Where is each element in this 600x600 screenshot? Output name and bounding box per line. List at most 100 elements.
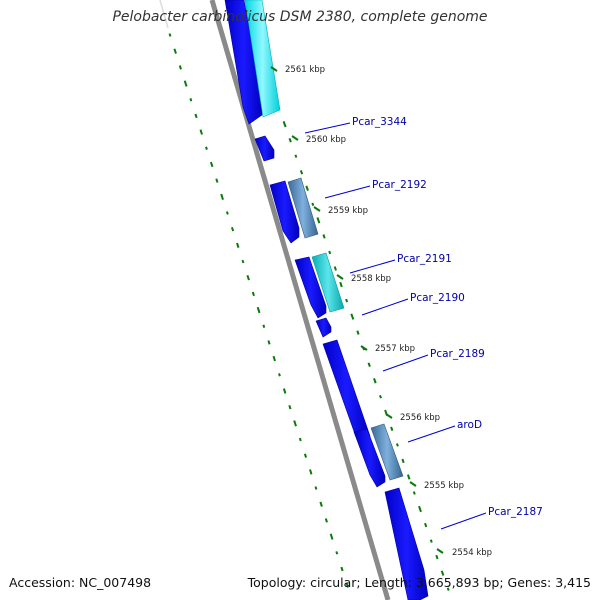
inner-dotted-track (168, 33, 349, 588)
scale-tick-2556: 2556 kbp (385, 413, 440, 423)
track-dash (241, 259, 245, 264)
track-dash (319, 501, 323, 507)
scale-tick-label: 2559 kbp (328, 206, 368, 216)
track-dash (340, 566, 344, 572)
track-dash (395, 443, 399, 447)
gene-forward-pcar2191[interactable] (311, 252, 345, 313)
track-dash (256, 306, 261, 314)
track-dash (267, 340, 271, 345)
scale-tick-label: 2555 kbp (424, 481, 464, 491)
genome-backbone (209, 0, 391, 600)
gene-forward-pcar3344[interactable] (244, 0, 281, 118)
track-dash (282, 120, 287, 128)
track-dash (288, 404, 292, 410)
gene-forward-pcar2192[interactable] (287, 177, 319, 239)
track-dash (205, 146, 208, 150)
track-dash (194, 113, 198, 119)
track-dash (299, 170, 304, 175)
track-dash (373, 378, 377, 384)
track-dash (251, 291, 255, 297)
scale-tick-2561: 2561 kbp (270, 65, 325, 75)
gene-label-text[interactable]: Pcar_2189 (430, 348, 485, 360)
track-dash (298, 437, 302, 442)
map-title: Pelobacter carbinolicus DSM 2380, comple… (112, 9, 488, 25)
track-dash (316, 217, 321, 224)
track-dash (322, 234, 326, 239)
track-dash (246, 274, 250, 281)
gene-label-pcar3344[interactable]: Pcar_3344 (304, 116, 407, 134)
track-dash (367, 362, 371, 367)
track-dash (329, 533, 334, 540)
track-dash (305, 185, 309, 191)
gene-reverse-4[interactable] (294, 256, 327, 319)
gene-reverse-2[interactable] (254, 135, 275, 162)
track-dash (390, 426, 394, 432)
track-dash (440, 570, 445, 576)
track-dash (183, 80, 188, 87)
gene-label-pcar2192[interactable]: Pcar_2192 (324, 179, 427, 199)
scale-tick-label: 2560 kbp (306, 135, 346, 145)
scale-tick-label: 2557 kbp (375, 344, 415, 354)
topology-text: Topology: circular; Length: 3,665,893 bp… (247, 575, 591, 590)
track-dash (189, 98, 193, 102)
track-dash (294, 154, 298, 158)
track-dash (293, 420, 297, 427)
track-dash (173, 48, 177, 54)
gene-label-text[interactable]: Pcar_2187 (488, 506, 543, 518)
track-dash (345, 298, 349, 303)
scale-tick-2555: 2555 kbp (409, 481, 464, 491)
gene-reverse-8[interactable] (384, 487, 429, 600)
track-dash (345, 582, 349, 588)
outer-dotted-track (260, 58, 450, 591)
accession-text: Accession: NC_007498 (9, 575, 152, 590)
scale-tick-label: 2554 kbp (452, 548, 492, 558)
track-dash (446, 587, 450, 591)
gene-label-text[interactable]: Pcar_2191 (397, 253, 452, 265)
track-dash (282, 388, 287, 394)
gene-forward-arod[interactable] (370, 423, 404, 481)
gene-label-text[interactable]: Pcar_3344 (352, 116, 407, 128)
track-dash (429, 539, 433, 543)
gene-label-pcar2187[interactable]: Pcar_2187 (440, 506, 543, 530)
scale-tick-label: 2561 kbp (285, 65, 325, 75)
gene-label-pcar2190[interactable]: Pcar_2190 (361, 292, 465, 316)
track-dash (435, 554, 439, 560)
track-dash (199, 129, 203, 135)
track-dash (209, 161, 214, 168)
track-dash (168, 33, 172, 37)
track-dash (418, 505, 422, 513)
track-dash (303, 453, 308, 458)
track-dash (335, 551, 339, 555)
track-dash (215, 178, 219, 183)
scale-tick-2557: 2557 kbp (360, 344, 415, 354)
gene-label-arod[interactable]: aroD (407, 419, 482, 443)
scale-tick-label: 2558 kbp (351, 274, 391, 284)
track-dash (309, 469, 313, 475)
track-dash (356, 330, 360, 335)
gene-label-text[interactable]: aroD (457, 419, 482, 431)
scale-tick-2560: 2560 kbp (291, 135, 346, 145)
gene-reverse-3[interactable] (269, 180, 300, 244)
track-dash (328, 250, 332, 255)
gene-reverse-7[interactable] (353, 428, 386, 488)
gene-reverse-5[interactable] (315, 317, 332, 338)
track-dash (220, 193, 224, 201)
track-dash (288, 137, 292, 143)
track-dash (379, 394, 382, 399)
track-dash (225, 211, 229, 215)
track-dash (278, 373, 281, 377)
track-dash (178, 65, 182, 70)
track-dash (333, 266, 337, 271)
gene-label-pcar2191[interactable]: Pcar_2191 (349, 253, 452, 274)
gene-reverse-1[interactable] (224, 0, 263, 125)
track-dash (401, 458, 405, 464)
gene-label-pcar2189[interactable]: Pcar_2189 (382, 348, 485, 372)
gene-label-text[interactable]: Pcar_2192 (372, 179, 427, 191)
scale-tick-2558: 2558 kbp (336, 274, 391, 284)
track-dash (272, 355, 276, 362)
track-dash (350, 313, 355, 320)
track-dash (424, 522, 428, 528)
gene-label-text[interactable]: Pcar_2190 (410, 292, 465, 304)
track-dash (262, 324, 266, 328)
track-dash (406, 474, 411, 480)
